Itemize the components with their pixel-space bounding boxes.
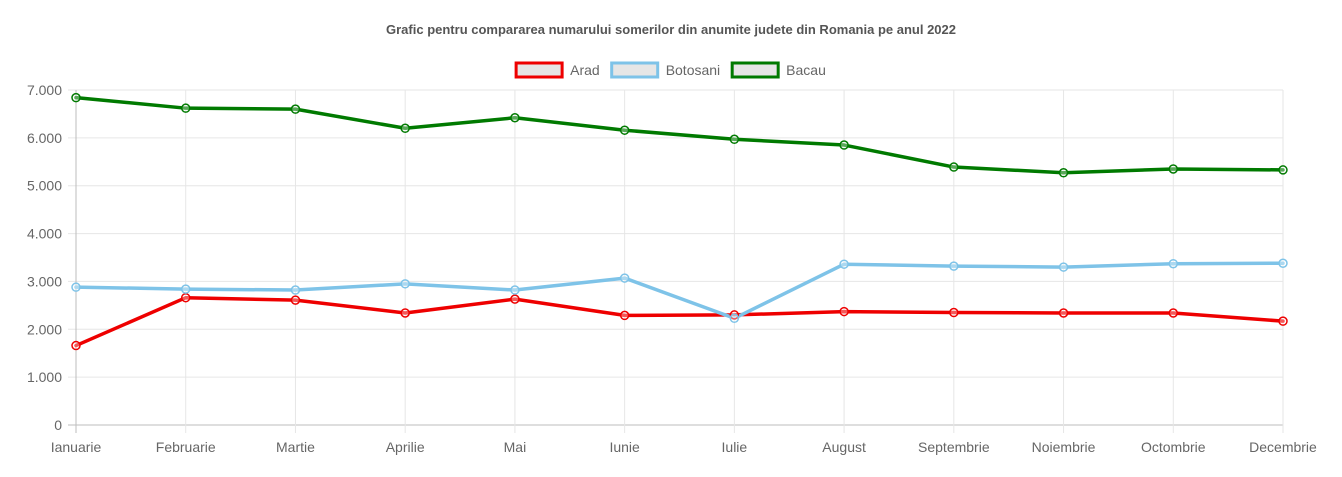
x-tick-label: Octombrie [1141,439,1206,455]
x-tick-label: August [822,439,866,455]
data-point [839,306,849,317]
data-point [949,261,959,271]
legend-swatch [610,61,660,79]
x-tick-label: Februarie [156,439,216,455]
x-tick-label: Decembrie [1249,439,1317,455]
data-point [619,125,630,135]
y-tick-label: 6.000 [27,130,62,146]
y-tick-label: 5.000 [27,178,62,194]
data-point [619,310,630,321]
data-point [949,162,959,172]
data-point [400,123,410,134]
data-point [1168,308,1179,318]
data-point [290,295,301,305]
data-point [290,285,301,295]
x-tick-label: Septembrie [918,439,990,455]
y-tick-label: 1.000 [27,369,62,385]
data-point [71,92,81,103]
legend-label: Bacau [786,62,826,78]
y-tick-label: 7.000 [27,82,62,98]
x-tick-label: Mai [504,439,527,455]
series-line [74,261,1285,321]
data-point [510,294,520,304]
data-point [619,273,630,283]
y-tick-label: 3.000 [27,273,62,289]
y-tick-label: 0 [54,417,62,433]
data-point [1278,165,1288,175]
x-tick-label: Ianuarie [51,439,102,455]
data-point [510,113,520,123]
data-point [1058,262,1069,272]
x-tick-label: Iulie [722,439,748,455]
data-point [1168,258,1179,269]
series-points [71,92,1288,351]
legend-label: Arad [570,62,600,78]
data-point [510,285,520,295]
data-point [1058,168,1069,178]
legend-swatch [514,61,564,79]
data-point [1278,316,1288,326]
data-point [839,259,849,269]
data-point [400,308,410,318]
chart-title: Grafic pentru compararea numarului somer… [386,22,956,37]
data-point [839,140,849,150]
legend-label: Botosani [666,62,720,78]
series-line [74,95,1285,175]
y-tick-label: 4.000 [27,226,62,242]
data-point [400,279,410,289]
data-point [729,134,740,145]
x-tick-label: Aprilie [386,439,425,455]
data-point [290,104,301,114]
data-point [180,103,191,113]
legend-swatch [730,61,780,79]
data-point [1168,164,1179,174]
data-point [1278,258,1288,268]
x-axis: Ianuarie Februarie Martie Aprilie Mai Iunie Iu… [51,439,1317,455]
data-point [180,292,191,303]
data-point [180,284,191,294]
series-line [74,295,1285,348]
x-tick-label: Noiembrie [1032,439,1096,455]
x-tick-label: Martie [276,439,315,455]
grid [68,89,1284,433]
data-point [1058,308,1069,318]
data-point [71,282,81,292]
y-axis: 0 1.000 2.000 3.000 4.000 5.000 6.000 7.000 [27,82,62,433]
y-tick-label: 2.000 [27,321,62,337]
x-tick-label: Iunie [609,439,640,455]
data-point [949,307,959,318]
data-point [71,340,81,351]
series-lines [74,95,1285,348]
legend: Arad Botosani Bacau [514,61,826,79]
data-point [729,313,740,324]
